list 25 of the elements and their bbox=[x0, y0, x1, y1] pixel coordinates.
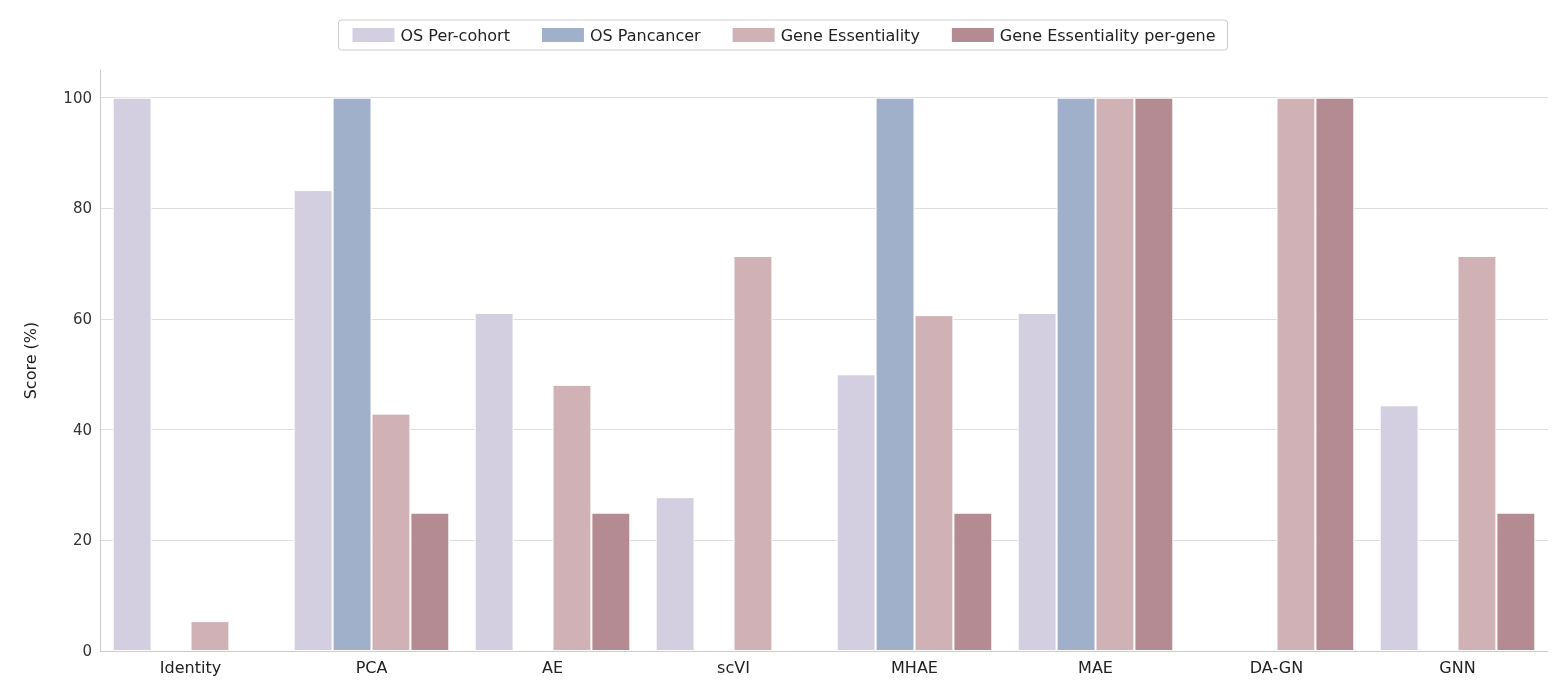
legend-label: OS Per-cohort bbox=[400, 25, 510, 45]
y-tick-label: 20 bbox=[72, 531, 92, 550]
x-tick-label: MAE bbox=[1078, 657, 1113, 677]
x-tick-label: Identity bbox=[159, 657, 222, 677]
legend-label: Gene Essentiality bbox=[780, 25, 920, 45]
x-tick-label: PCA bbox=[355, 657, 388, 677]
bar bbox=[655, 497, 695, 651]
legend-label: OS Pancancer bbox=[589, 25, 702, 45]
x-tick-label: GNN bbox=[1439, 657, 1476, 677]
x-tick-label: AE bbox=[541, 657, 564, 677]
x-tick-label: scVI bbox=[717, 657, 750, 677]
bar bbox=[733, 255, 773, 651]
legend-label: Gene Essentiality per-gene bbox=[999, 25, 1216, 45]
y-axis-title: Score (%) bbox=[20, 321, 40, 400]
bar bbox=[190, 621, 230, 651]
y-tick-label: 40 bbox=[72, 420, 92, 439]
x-tick-label: DA-GN bbox=[1249, 657, 1304, 677]
x-tick-label: MHAE bbox=[891, 657, 938, 677]
y-tick-label: 60 bbox=[72, 310, 92, 328]
bar bbox=[474, 312, 514, 651]
y-tick-label: 80 bbox=[72, 199, 92, 218]
y-tick-label: 100 bbox=[63, 88, 92, 107]
y-tick-label: 0 bbox=[82, 642, 92, 660]
bar bbox=[112, 97, 152, 651]
bar bbox=[1379, 405, 1419, 651]
